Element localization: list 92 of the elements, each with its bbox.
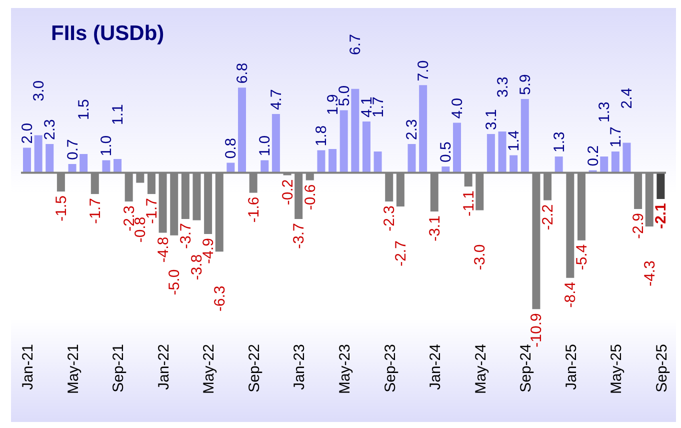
data-label: 2.3 [42, 119, 59, 140]
data-label: 1.3 [550, 132, 568, 152]
bar [486, 134, 495, 173]
chart-title: FIIs (USDb) [51, 22, 164, 46]
bar [362, 121, 370, 173]
data-label: -2.9 [630, 213, 648, 239]
data-label: -1.1 [460, 190, 478, 216]
x-tick-label: Jan-24 [427, 344, 444, 390]
data-label: 1.5 [76, 99, 93, 120]
bar [114, 158, 122, 173]
x-tick-label: Sep-24 [518, 344, 535, 392]
data-label: 0.2 [584, 145, 602, 166]
bar [34, 135, 42, 173]
bar [600, 156, 608, 173]
data-label: -3.0 [472, 244, 489, 270]
bar [351, 88, 360, 173]
bar [272, 114, 280, 173]
bar [80, 154, 88, 173]
data-label: 3.0 [30, 80, 48, 102]
bar [408, 144, 416, 173]
data-label: 2.0 [19, 122, 36, 144]
data-label: 0.8 [222, 138, 240, 159]
bar [554, 156, 563, 173]
x-tick-label: Jan-22 [155, 344, 172, 390]
bar [46, 144, 54, 173]
x-tick-label: May-22 [200, 344, 218, 394]
bar [656, 172, 665, 200]
data-label: -0.2 [279, 179, 296, 206]
bar [238, 88, 246, 173]
data-label: 6.8 [234, 62, 251, 84]
data-label: 1.4 [506, 130, 523, 152]
data-label: -1.5 [52, 196, 70, 222]
x-tick-label: Sep-22 [246, 344, 263, 392]
x-tick-label: Sep-23 [382, 344, 399, 392]
data-label: 5.9 [516, 74, 534, 95]
data-label: 2.3 [404, 119, 421, 140]
bar [520, 98, 529, 173]
data-label: -2.1 [652, 203, 670, 229]
x-tick-label: Sep-25 [653, 344, 670, 392]
data-label: 4.7 [268, 89, 285, 110]
bar [328, 148, 337, 173]
bar [453, 122, 461, 173]
x-tick-label: May-24 [472, 344, 490, 394]
data-label: 1.7 [607, 126, 624, 148]
data-label: -5.0 [166, 269, 184, 296]
x-tick-label: May-23 [336, 344, 354, 394]
data-label: -5.4 [573, 244, 590, 270]
data-label: -0.6 [302, 184, 319, 210]
bar [510, 155, 518, 173]
data-label: -1.7 [86, 198, 104, 224]
bar [340, 110, 348, 173]
data-label: -2.7 [392, 240, 410, 266]
bar [374, 151, 382, 173]
x-tick-label: May-25 [608, 344, 626, 394]
data-label: -3.1 [426, 216, 444, 242]
data-label: 7.0 [415, 60, 432, 82]
data-label: 3.1 [482, 109, 500, 130]
data-label: -2.3 [381, 206, 398, 232]
data-label: 4.0 [449, 98, 466, 119]
data-label: 3.3 [494, 76, 512, 98]
bar [498, 131, 506, 173]
data-label: 6.7 [347, 34, 364, 55]
data-label: 1.0 [98, 135, 116, 156]
bar [102, 160, 110, 173]
bar [622, 142, 631, 173]
data-label: 0.7 [64, 139, 82, 160]
data-label: -3.7 [290, 223, 308, 249]
x-tick-label: Jan-21 [20, 344, 37, 390]
data-label: -8.4 [562, 282, 580, 308]
bar [68, 164, 76, 173]
data-label: -4.3 [641, 260, 658, 286]
data-label: 1.8 [313, 125, 330, 146]
data-label: 1.3 [596, 102, 614, 122]
bar [23, 148, 31, 173]
x-tick-label: Sep-21 [110, 344, 128, 392]
x-tick-label: May-21 [64, 344, 82, 394]
data-label: -4.8 [154, 236, 172, 263]
data-label: 2.4 [618, 88, 636, 109]
data-label: 0.5 [438, 142, 455, 163]
x-tick-label: Jan-25 [562, 344, 580, 390]
data-label: -2.2 [540, 204, 557, 230]
bar [611, 151, 620, 173]
data-label: 1.1 [110, 104, 127, 125]
bar [260, 160, 269, 173]
bar [419, 85, 428, 173]
data-label: -6.3 [211, 286, 228, 312]
data-label: 1.0 [256, 135, 274, 156]
data-label: -1.6 [245, 196, 262, 223]
bar [317, 150, 326, 173]
x-tick-label: Jan-23 [291, 344, 308, 390]
bar [226, 162, 235, 173]
data-label: -3.7 [177, 223, 194, 249]
